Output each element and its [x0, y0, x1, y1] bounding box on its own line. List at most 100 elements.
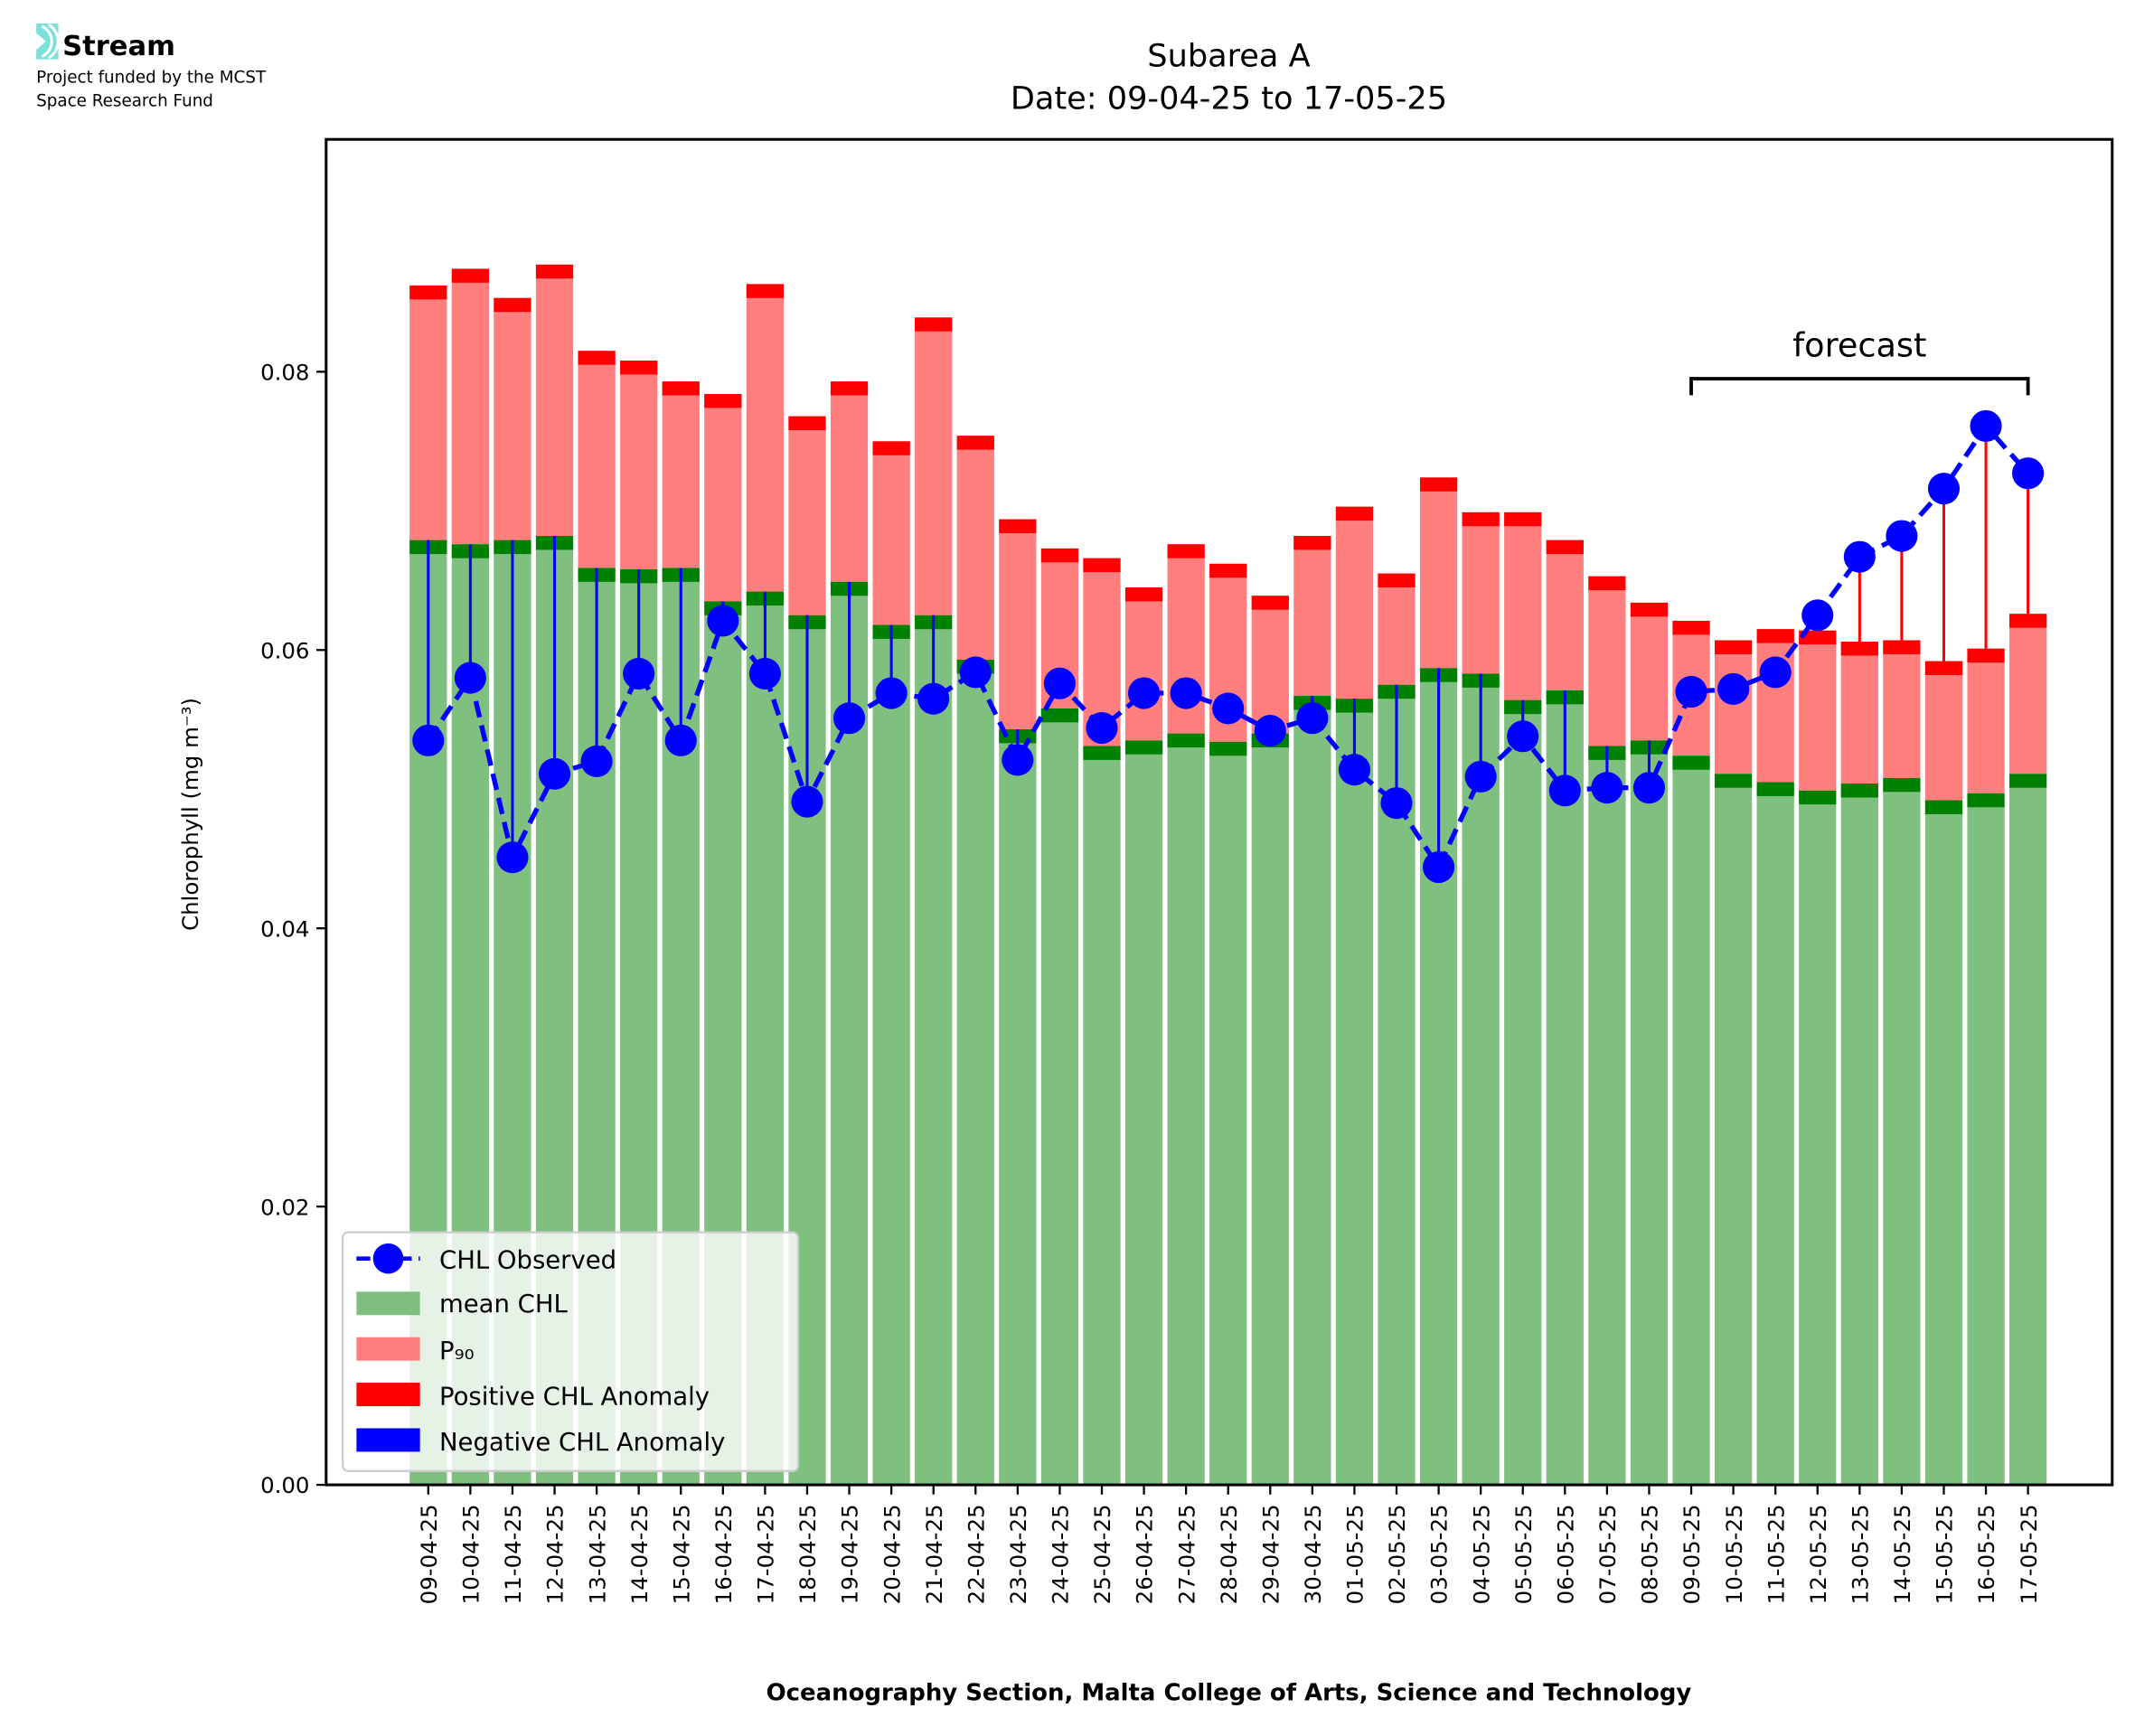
x-tick-label: 24-04-25	[1048, 1504, 1074, 1604]
mean-bar	[915, 615, 953, 1486]
p90-bar	[2009, 614, 2047, 774]
p90-bar	[1546, 540, 1584, 690]
p90-cap	[746, 284, 785, 298]
x-axis-label: Oceanography Section, Malta College of A…	[767, 1679, 1692, 1706]
observed-point	[832, 702, 866, 735]
x-tick-label: 09-04-25	[416, 1504, 442, 1604]
mean-bar	[1924, 800, 1963, 1486]
x-tick-label: 21-04-25	[921, 1504, 947, 1604]
x-tick-label: 10-05-25	[1721, 1504, 1747, 1604]
mean-cap	[1083, 746, 1121, 760]
x-tick-label: 15-05-25	[1932, 1504, 1958, 1604]
mean-bar	[1714, 774, 1753, 1486]
chart-subtitle: Date: 09-04-25 to 17-05-25	[1011, 80, 1447, 117]
mean-bar	[1883, 777, 1921, 1486]
axes-frame	[325, 137, 2114, 1487]
observed-point	[454, 662, 486, 694]
mean-bar	[1672, 755, 1710, 1486]
mean-bar	[956, 660, 994, 1486]
p90-cap	[2009, 614, 2047, 628]
x-tick-label: 08-05-25	[1637, 1504, 1663, 1604]
p90-cap	[999, 519, 1037, 533]
legend: CHL Observed mean CHL P₉₀ Positive CHL A…	[341, 1231, 800, 1472]
mean-cap	[1967, 793, 2005, 808]
observed-point	[664, 724, 697, 756]
x-tick-label: 27-04-25	[1173, 1504, 1199, 1604]
stream-logo-icon	[36, 23, 60, 60]
p90-bar	[535, 264, 574, 537]
legend-p90: P₉₀	[356, 1337, 475, 1365]
x-tick-label: 13-05-25	[1847, 1504, 1873, 1604]
x-axis: 09-04-25 10-04-25 11-04-25 12-04-25 13-04-25…	[416, 1485, 2042, 1604]
legend-observed: CHL Observed	[356, 1243, 616, 1274]
observed-point	[917, 682, 950, 715]
p90-bar	[830, 381, 869, 582]
p90-bar	[872, 441, 910, 625]
mean-bar	[999, 729, 1037, 1486]
forecast-annotation: forecast	[1689, 326, 2030, 396]
observed-point	[1970, 409, 2002, 442]
logo-line2: Space Research Fund	[36, 92, 213, 111]
p90-bar	[409, 285, 447, 540]
y-tick-label: 0.00	[260, 1472, 309, 1498]
observed-point	[791, 785, 823, 818]
y-tick-label: 0.02	[260, 1194, 309, 1220]
mean-cap	[2009, 774, 2047, 788]
mean-cap	[1840, 784, 1878, 798]
p90-cap	[956, 436, 994, 450]
mean-bar	[1124, 740, 1163, 1486]
legend-label: Positive CHL Anomaly	[439, 1383, 710, 1412]
p90-bar	[704, 393, 742, 602]
x-tick-label: 18-04-25	[795, 1504, 821, 1604]
p90-cap	[1335, 506, 1374, 521]
p90-cap	[1419, 477, 1458, 492]
p90-cap	[1083, 558, 1121, 573]
p90-bar	[1799, 630, 1837, 791]
p90-bar	[1588, 576, 1626, 746]
legend-label: Negative CHL Anomaly	[439, 1428, 725, 1457]
p90-cap	[704, 393, 742, 408]
p90-cap	[1546, 540, 1584, 555]
p90-cap	[1756, 629, 1794, 643]
p90-bar	[1924, 661, 1963, 801]
p90-cap	[535, 264, 574, 279]
mean-bar	[1630, 740, 1669, 1486]
x-tick-label: 25-04-25	[1089, 1504, 1115, 1604]
legend-mean: mean CHL	[356, 1290, 568, 1318]
p90-cap	[1883, 640, 1921, 654]
p90-cap	[1504, 511, 1542, 527]
observed-point	[1886, 520, 1918, 552]
p90-cap	[1799, 630, 1837, 645]
p90-bar	[620, 361, 658, 569]
p90-bar	[1714, 640, 1753, 774]
y-tick-label: 0.04	[260, 915, 309, 942]
observed-point	[1801, 599, 1834, 632]
observed-point	[1423, 850, 1455, 884]
x-tick-label: 07-05-25	[1594, 1504, 1621, 1604]
p90-bar	[451, 268, 489, 545]
observed-point	[538, 757, 571, 790]
logo-line1: Project funded by the MCST	[36, 69, 267, 88]
x-tick-label: 28-04-25	[1216, 1504, 1242, 1604]
p90-cap	[1588, 576, 1626, 591]
mean-bar	[1799, 790, 1837, 1486]
observed-point	[1717, 672, 1750, 705]
p90-bar	[915, 317, 953, 615]
observed-point	[496, 841, 529, 874]
observed-point	[1507, 720, 1539, 753]
p90-bar	[999, 519, 1037, 730]
observed-point	[2012, 457, 2045, 490]
p90-bar	[1883, 640, 1921, 778]
observed-point	[1591, 772, 1623, 804]
x-tick-label: 10-04-25	[458, 1504, 484, 1604]
observed-point	[1170, 677, 1202, 709]
observed-point	[1086, 711, 1118, 745]
legend-negative: Negative CHL Anomaly	[356, 1428, 725, 1457]
observed-point	[1927, 473, 1961, 505]
x-tick-label: 16-04-25	[710, 1504, 737, 1604]
y-tick-label: 0.08	[260, 360, 309, 386]
x-tick-label: 04-05-25	[1468, 1504, 1494, 1604]
p90-bar	[1462, 511, 1500, 674]
mean-cap	[1672, 755, 1710, 770]
